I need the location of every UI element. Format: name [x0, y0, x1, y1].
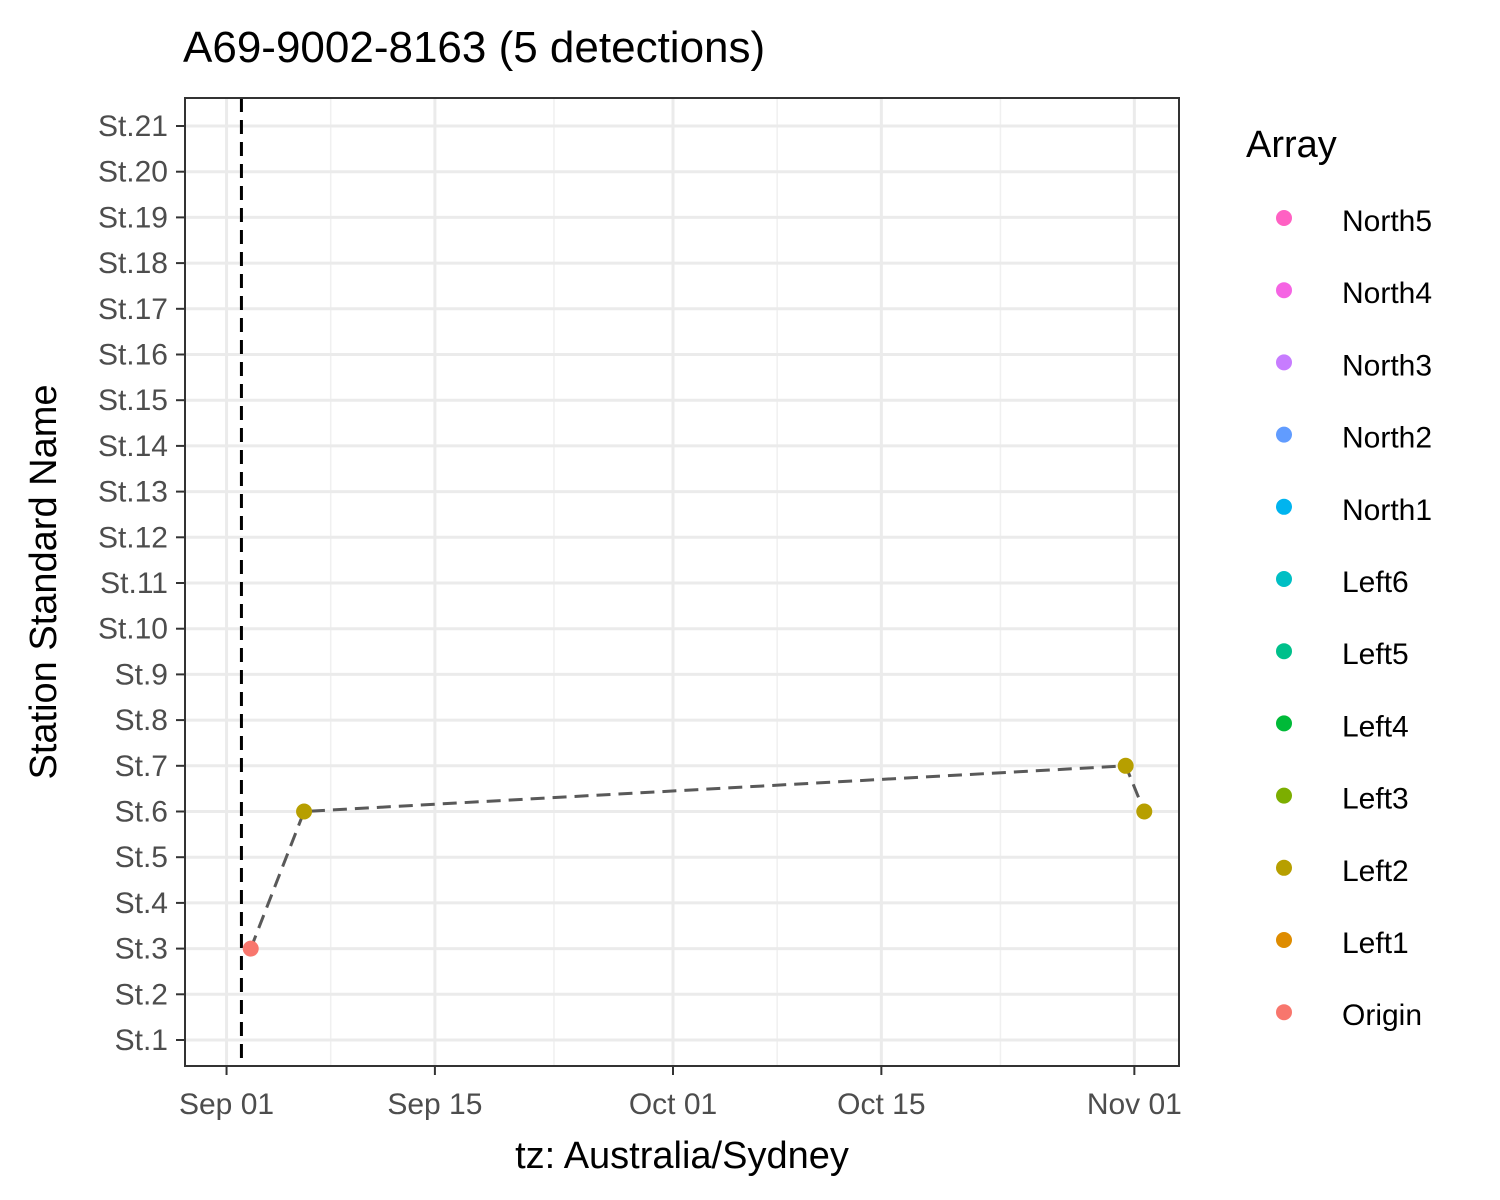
y-tick-label: St.7 — [115, 750, 168, 783]
legend: Array North5 North4 North3 North2 North1 Left… — [1246, 124, 1432, 1032]
x-tick-label: Nov 01 — [1087, 1088, 1182, 1121]
x-tick-label: Oct 01 — [629, 1088, 717, 1121]
legend-key — [1276, 210, 1292, 226]
y-tick-label: St.12 — [98, 521, 168, 554]
legend-item: North2 — [1276, 422, 1432, 455]
y-tick-label: St.8 — [115, 704, 168, 737]
legend-item: Left2 — [1276, 855, 1409, 888]
legend-key — [1276, 571, 1292, 587]
legend-key — [1276, 859, 1292, 876]
legend-item: Left3 — [1276, 783, 1409, 816]
legend-label: Left1 — [1342, 927, 1409, 960]
y-tick-label: St.18 — [98, 247, 168, 280]
grid-lines — [185, 98, 1179, 1066]
legend-key — [1276, 1004, 1292, 1021]
detection-point — [1136, 803, 1153, 820]
y-tick-label: St.5 — [115, 841, 168, 874]
legend-label: North5 — [1342, 205, 1432, 238]
y-tick-label: St.3 — [115, 933, 168, 966]
y-axis: St.1 St.2 St.3 St.4 St.5 St.6 St.7 St.8 St.9 St.1… — [98, 110, 185, 1057]
legend-key — [1276, 932, 1292, 948]
y-tick-label: St.11 — [100, 567, 168, 600]
legend-item: North1 — [1276, 494, 1432, 527]
legend-item: North5 — [1276, 205, 1432, 238]
legend-label: Left2 — [1342, 855, 1409, 888]
legend-item: Left5 — [1276, 638, 1409, 671]
legend-label: Left3 — [1342, 783, 1409, 816]
x-tick-label: Sep 01 — [179, 1088, 274, 1121]
x-tick-label: Sep 15 — [387, 1088, 482, 1121]
y-tick-label: St.17 — [98, 293, 168, 326]
y-tick-label: St.16 — [98, 339, 168, 372]
legend-key — [1276, 354, 1292, 371]
y-axis-title: Station Standard Name — [23, 384, 65, 779]
legend-item: Left6 — [1276, 566, 1409, 599]
y-tick-label: St.13 — [98, 476, 168, 509]
detection-path-line — [249, 764, 1146, 950]
x-axis: Sep 01 Sep 15 Oct 01 Oct 15 Nov 01 — [179, 1066, 1182, 1121]
legend-item: North3 — [1276, 349, 1432, 382]
y-tick-label: St.19 — [98, 201, 168, 234]
legend-key — [1276, 715, 1292, 732]
detection-path — [249, 764, 1146, 950]
legend-label: North3 — [1342, 349, 1432, 382]
legend-item: Left1 — [1276, 927, 1409, 960]
y-tick-label: St.21 — [98, 110, 168, 143]
legend-key — [1276, 643, 1292, 660]
legend-title: Array — [1246, 124, 1337, 166]
detection-point — [1117, 757, 1134, 774]
x-axis-title: tz: Australia/Sydney — [515, 1135, 849, 1177]
y-tick-label: St.14 — [98, 430, 168, 463]
y-tick-label: St.20 — [98, 156, 168, 189]
legend-label: Left4 — [1342, 710, 1409, 743]
legend-label: Left6 — [1342, 566, 1409, 599]
legend-item: Origin — [1276, 999, 1422, 1032]
legend-label: Origin — [1342, 999, 1422, 1032]
legend-label: North1 — [1342, 494, 1432, 527]
x-tick-label: Oct 15 — [837, 1088, 925, 1121]
chart-title: A69-9002-8163 (5 detections) — [183, 23, 765, 72]
detection-point — [296, 803, 313, 820]
y-tick-label: St.2 — [115, 978, 168, 1011]
legend-label: Left5 — [1342, 638, 1409, 671]
detection-points — [242, 757, 1153, 957]
legend-item: Left4 — [1276, 710, 1409, 743]
y-tick-label: St.4 — [115, 887, 168, 920]
y-tick-label: St.6 — [115, 796, 168, 829]
y-tick-label: St.9 — [115, 658, 168, 691]
y-tick-label: St.1 — [115, 1024, 168, 1057]
legend-label: North2 — [1342, 422, 1432, 455]
y-tick-label: St.15 — [98, 384, 168, 417]
legend-key — [1276, 498, 1292, 515]
legend-label: North4 — [1342, 277, 1432, 310]
legend-key — [1276, 426, 1292, 443]
legend-key — [1276, 787, 1292, 804]
detection-point — [242, 940, 259, 957]
legend-item: North4 — [1276, 277, 1432, 310]
y-tick-label: St.10 — [98, 613, 168, 646]
legend-key — [1276, 282, 1292, 299]
